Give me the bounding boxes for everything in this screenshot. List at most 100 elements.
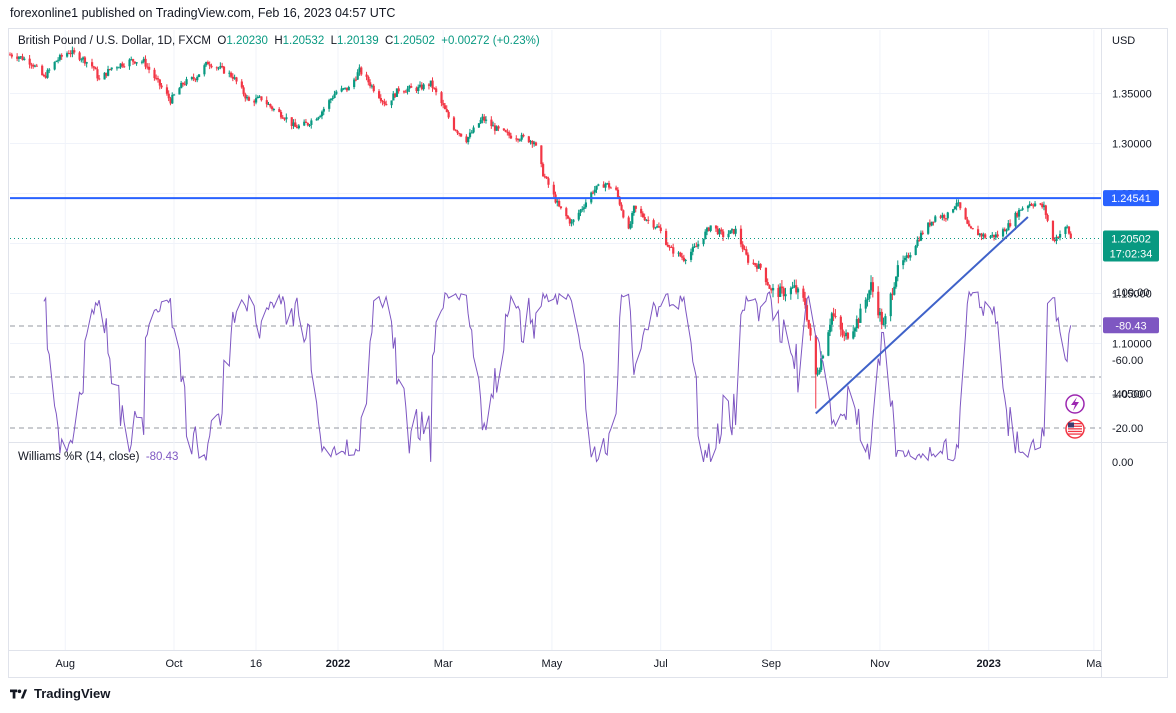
candle-body[interactable] [53,61,56,70]
candle-body[interactable] [734,228,737,234]
candle-body[interactable] [527,136,530,143]
candle-body[interactable] [78,52,81,60]
candle-body[interactable] [509,135,513,139]
candle-body[interactable] [57,59,60,61]
candle-body[interactable] [968,223,971,227]
candle-body[interactable] [704,231,707,239]
candle-body[interactable] [381,100,384,102]
candle-body[interactable] [308,124,311,126]
candle-body[interactable] [805,305,809,320]
candle-body[interactable] [857,319,860,323]
candle-body[interactable] [868,290,871,299]
candle-body[interactable] [208,64,211,66]
candle-body[interactable] [443,105,447,110]
candle-body[interactable] [481,116,484,120]
candle-body[interactable] [458,133,461,135]
candle-body[interactable] [916,239,919,247]
candle-body[interactable] [689,251,693,260]
candle-body[interactable] [795,285,798,293]
candle-body[interactable] [919,232,923,241]
candle-body[interactable] [395,88,399,97]
candle-body[interactable] [206,62,210,65]
candle-body[interactable] [939,216,942,218]
candle-body[interactable] [818,369,821,374]
candle-body[interactable] [1058,234,1062,238]
candle-body[interactable] [771,287,775,291]
lightning-icon[interactable] [1065,394,1085,414]
candle-body[interactable] [780,286,784,289]
candle-body[interactable] [353,79,356,88]
candle-body[interactable] [627,217,630,229]
candle-body[interactable] [222,66,226,74]
candle-body[interactable] [896,265,899,277]
candle-body[interactable] [943,215,946,219]
candle-body[interactable] [46,70,49,78]
candle-body[interactable] [643,216,646,221]
candle-body[interactable] [907,255,910,258]
candle-body[interactable] [531,141,534,145]
candle-body[interactable] [652,220,655,228]
candle-body[interactable] [285,117,288,120]
candle-body[interactable] [269,104,272,107]
candle-body[interactable] [358,67,361,73]
candle-body[interactable] [693,246,696,248]
candle-body[interactable] [941,215,944,218]
candle-body[interactable] [194,78,197,81]
candle-body[interactable] [32,64,35,67]
candle-body[interactable] [19,56,22,58]
candle-body[interactable] [410,86,413,88]
candle-body[interactable] [739,228,743,245]
candle-body[interactable] [82,57,85,60]
candle-body[interactable] [103,72,106,80]
candle-body[interactable] [659,227,662,231]
candle-body[interactable] [160,85,163,88]
candle-body[interactable] [903,257,907,261]
candle-body[interactable] [415,87,418,91]
candle-body[interactable] [217,67,220,69]
candle-body[interactable] [641,213,645,217]
candle-body[interactable] [117,67,120,69]
candle-body[interactable] [383,101,386,104]
candle-body[interactable] [71,50,74,54]
candle-body[interactable] [670,246,673,248]
candle-body[interactable] [454,129,457,131]
candle-body[interactable] [545,176,548,179]
candle-body[interactable] [579,209,582,213]
candle-body[interactable] [465,136,468,143]
candle-body[interactable] [629,223,632,229]
candle-body[interactable] [706,227,709,232]
candle-body[interactable] [606,183,609,185]
candle-body[interactable] [247,97,251,101]
candle-body[interactable] [171,94,174,104]
candle-body[interactable] [618,196,621,205]
candle-body[interactable] [930,221,933,226]
candle-body[interactable] [1042,205,1046,208]
candle-body[interactable] [747,254,750,263]
candle-body[interactable] [820,358,823,370]
candle-body[interactable] [1016,212,1019,217]
candle-body[interactable] [479,119,482,124]
candle-body[interactable] [821,355,825,359]
candle-body[interactable] [666,244,670,247]
candle-body[interactable] [394,93,397,97]
candle-body[interactable] [757,263,760,269]
candle-body[interactable] [329,99,333,101]
candle-body[interactable] [871,282,875,292]
candle-body[interactable] [66,53,69,57]
candle-body[interactable] [877,291,880,316]
candle-body[interactable] [153,69,156,79]
candle-body[interactable] [829,324,832,333]
candle-body[interactable] [58,54,62,60]
candle-body[interactable] [543,176,547,178]
candle-body[interactable] [272,109,276,111]
candle-body[interactable] [235,77,238,82]
candle-body[interactable] [44,75,47,78]
candle-body[interactable] [1044,205,1047,215]
candle-body[interactable] [506,131,509,133]
candle-body[interactable] [297,125,300,129]
candle-body[interactable] [447,111,450,118]
candle-body[interactable] [392,93,395,101]
candle-body[interactable] [566,216,570,219]
candle-body[interactable] [565,208,568,217]
candle-body[interactable] [340,88,343,92]
